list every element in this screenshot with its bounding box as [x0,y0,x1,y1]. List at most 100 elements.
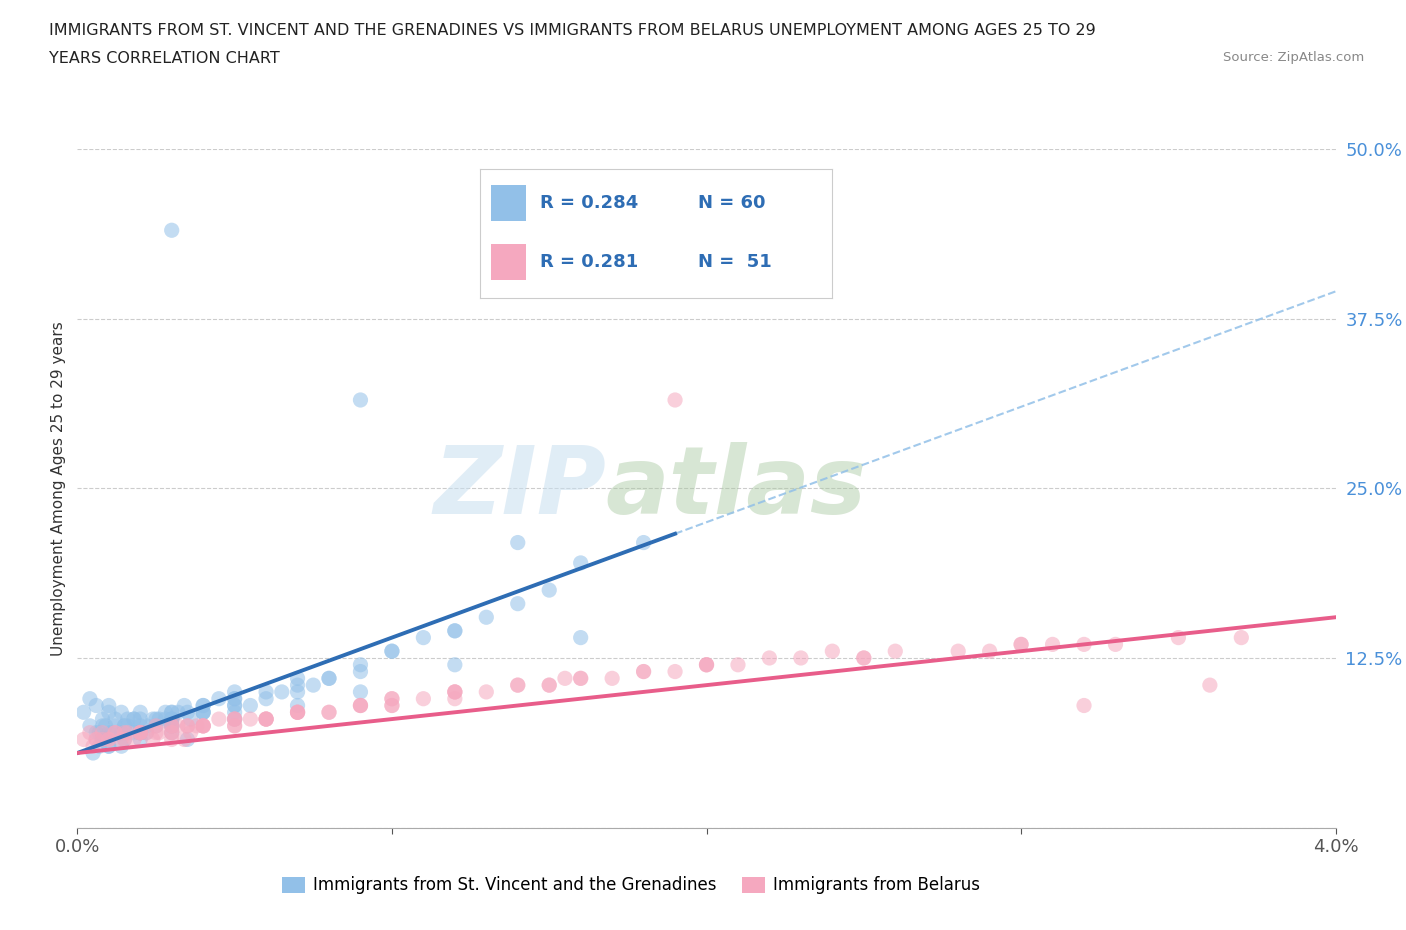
Point [160,705,183,720]
Point [696,658,718,672]
Point [145,725,167,740]
Point [142,711,165,726]
Point [224,691,246,706]
Point [191,718,215,733]
Point [254,711,277,726]
Point [155,705,177,720]
Point [412,631,434,645]
Point [444,691,467,706]
Point [224,698,246,713]
Point [287,671,309,685]
Point [444,684,467,699]
Point [104,711,127,726]
Point [145,718,167,733]
Point [129,725,152,740]
Point [129,718,152,733]
Point [444,658,467,672]
Point [89,725,111,740]
Point [84,732,107,747]
Point [129,711,152,726]
Point [160,718,183,733]
Point [94,718,117,733]
Point [135,725,157,740]
Point [97,732,120,747]
Point [122,711,145,726]
Point [84,698,107,713]
Point [160,732,183,747]
Point [180,711,202,726]
Point [600,671,623,685]
Point [287,705,309,720]
Point [117,725,139,740]
Point [208,691,231,706]
Point [114,718,136,733]
Point [224,705,246,720]
Point [91,718,114,733]
Point [145,711,167,726]
Point [176,718,198,733]
Point [633,535,655,550]
Point [224,691,246,706]
Point [224,718,246,733]
Point [191,698,215,713]
Point [148,725,170,740]
Point [569,671,592,685]
Point [790,651,813,666]
Point [160,725,183,740]
Point [97,705,120,720]
Point [852,651,875,666]
Point [506,535,529,550]
Point [318,705,340,720]
Point [538,582,561,598]
Point [444,623,467,638]
Point [381,644,404,658]
Point [117,711,139,726]
Point [1104,637,1126,652]
Point [506,596,529,611]
Point [129,732,152,747]
Point [110,725,132,740]
Point [176,732,198,747]
Point [349,392,371,407]
Point [114,725,136,740]
Point [114,732,136,747]
Text: YEARS CORRELATION CHART: YEARS CORRELATION CHART [49,51,280,66]
Point [94,732,117,747]
Point [254,691,277,706]
Point [84,725,107,740]
Point [538,678,561,693]
Point [569,631,592,645]
Point [270,684,292,699]
Point [444,684,467,699]
Point [135,725,157,740]
Y-axis label: Unemployment Among Ages 25 to 29 years: Unemployment Among Ages 25 to 29 years [51,321,66,656]
Point [475,684,498,699]
Point [554,671,576,685]
Point [129,725,152,740]
Point [381,691,404,706]
Point [287,705,309,720]
Point [239,698,262,713]
Point [160,711,183,726]
Point [122,725,145,740]
Point [173,698,195,713]
Point [381,691,404,706]
Point [1167,631,1189,645]
Point [287,705,309,720]
Point [191,705,215,720]
Point [122,711,145,726]
Point [91,732,114,747]
Point [104,718,127,733]
Point [349,664,371,679]
Point [114,732,136,747]
Point [167,705,190,720]
Point [444,623,467,638]
Point [349,658,371,672]
Point [412,691,434,706]
Point [160,718,183,733]
Point [852,651,875,666]
Point [696,658,718,672]
Point [381,698,404,713]
Point [104,725,127,740]
Point [1230,631,1253,645]
